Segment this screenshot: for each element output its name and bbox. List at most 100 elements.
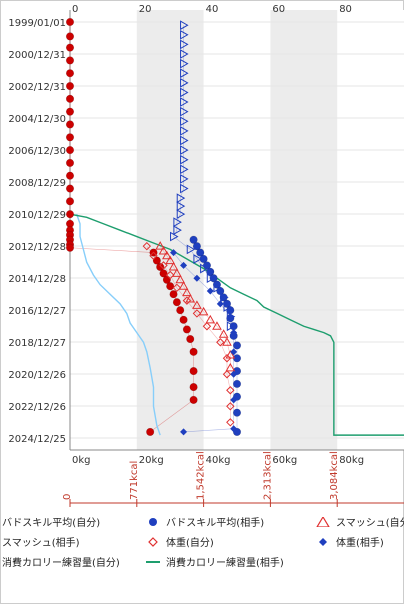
data-point (65, 158, 75, 168)
x-tick-label-bottom: 20kg (139, 455, 164, 466)
legend-label: スマッシュ(相手) (2, 538, 80, 549)
data-point (180, 145, 189, 155)
y-tick-label: 2024/12/25 (8, 434, 66, 445)
legend-item-weight-opp: 体重(相手) (316, 534, 384, 549)
data-point (202, 322, 212, 331)
x-tick-label-bottom: 80kg (339, 455, 364, 466)
diamond-icon (146, 536, 160, 547)
kcal-tick-label: 771kcal (129, 461, 140, 500)
legend-item-badskill-opp: バドスキル平均(相手) (146, 514, 264, 529)
data-point (162, 275, 171, 284)
data-point (226, 402, 235, 411)
data-point (216, 338, 225, 347)
data-point (222, 337, 232, 346)
y-tick-label: 2004/12/30 (8, 114, 66, 125)
data-point (172, 283, 182, 293)
data-point (180, 106, 189, 117)
data-point (158, 245, 169, 255)
data-point (149, 251, 158, 260)
kcal-tick-label: 0 (62, 494, 73, 500)
x-tick-label-top: 60 (272, 4, 285, 15)
data-point (180, 58, 189, 69)
data-point (230, 425, 238, 433)
data-point (180, 49, 189, 59)
legend-label: 消費カロリー練習量(自分) (2, 558, 120, 569)
data-point (180, 97, 189, 107)
data-point (170, 249, 178, 257)
data-point (180, 174, 189, 184)
data-point (193, 274, 201, 282)
data-point (176, 201, 186, 212)
y-tick-label: 2012/12/28 (8, 242, 66, 253)
legend-item-weight-self: 体重(自分) (146, 534, 214, 549)
data-point (172, 298, 181, 307)
data-point (178, 281, 189, 290)
data-point (226, 321, 236, 332)
data-point (232, 341, 242, 350)
data-point (170, 231, 179, 242)
data-point (205, 314, 216, 324)
y-tick-label: 2002/12/31 (8, 82, 66, 93)
data-point (180, 87, 189, 98)
data-point (65, 107, 75, 116)
data-point (180, 126, 189, 136)
x-tick-label-bottom: 40kg (206, 455, 231, 466)
y-tick-label: 2010/12/29 (8, 210, 66, 221)
data-point (186, 334, 195, 344)
data-point (220, 292, 229, 303)
x-tick-label-bottom: 60kg (272, 455, 297, 466)
data-point (180, 39, 189, 50)
data-point (193, 254, 202, 264)
data-point (230, 396, 238, 404)
shaded-band (270, 10, 338, 450)
data-point (155, 241, 166, 250)
data-point (180, 68, 189, 79)
data-point (176, 306, 185, 315)
data-point (142, 241, 152, 251)
data-point (165, 255, 176, 265)
data-point (192, 242, 202, 251)
x-tick-label-top: 0 (72, 4, 78, 15)
data-point (218, 329, 229, 338)
data-point (65, 210, 75, 219)
data-point (173, 217, 182, 228)
legend-label: 体重(自分) (166, 538, 214, 549)
data-point (65, 184, 75, 193)
line-icon (146, 557, 160, 567)
data-point (65, 171, 75, 180)
data-point (166, 282, 175, 291)
legend-item-calorie-opp: 消費カロリー練習量(相手) (146, 554, 284, 569)
data-point (180, 135, 189, 146)
series-line (69, 213, 404, 436)
kcal-tick-label: 1,542kcal (196, 451, 207, 500)
y-tick-label: 2018/12/27 (8, 338, 66, 349)
data-point (152, 256, 161, 265)
data-point (180, 164, 189, 175)
chart-plot: 1999/01/01 2000/12/31 2002/12/31 2004/12/30… (8, 4, 404, 507)
data-point (196, 248, 205, 257)
data-point (173, 225, 182, 236)
x-tick-label-top: 20 (139, 4, 152, 15)
data-point (179, 315, 188, 324)
data-point (180, 29, 189, 40)
shaded-band (136, 10, 204, 450)
y-tick-label: 2006/12/30 (8, 146, 66, 157)
circle-icon (146, 517, 160, 527)
data-point (169, 290, 178, 299)
legend-item-smash-self: スマッシュ(自分) (315, 514, 404, 529)
data-point (186, 244, 196, 255)
diamond-icon (316, 537, 330, 547)
data-point (192, 309, 202, 318)
data-point (180, 20, 189, 31)
data-point (189, 347, 198, 356)
data-point (65, 43, 75, 52)
legend-item-badskill-self: バドスキル平均(自分) (2, 514, 100, 529)
x-tick-label-top: 40 (206, 4, 219, 15)
kcal-tick-label: 3,084kcal (329, 451, 340, 500)
data-point (213, 282, 222, 293)
data-point (232, 379, 242, 388)
legend-label: 体重(相手) (336, 538, 384, 549)
y-tick-label: 2014/12/28 (8, 274, 66, 285)
data-point (165, 270, 175, 280)
data-point (216, 300, 224, 308)
